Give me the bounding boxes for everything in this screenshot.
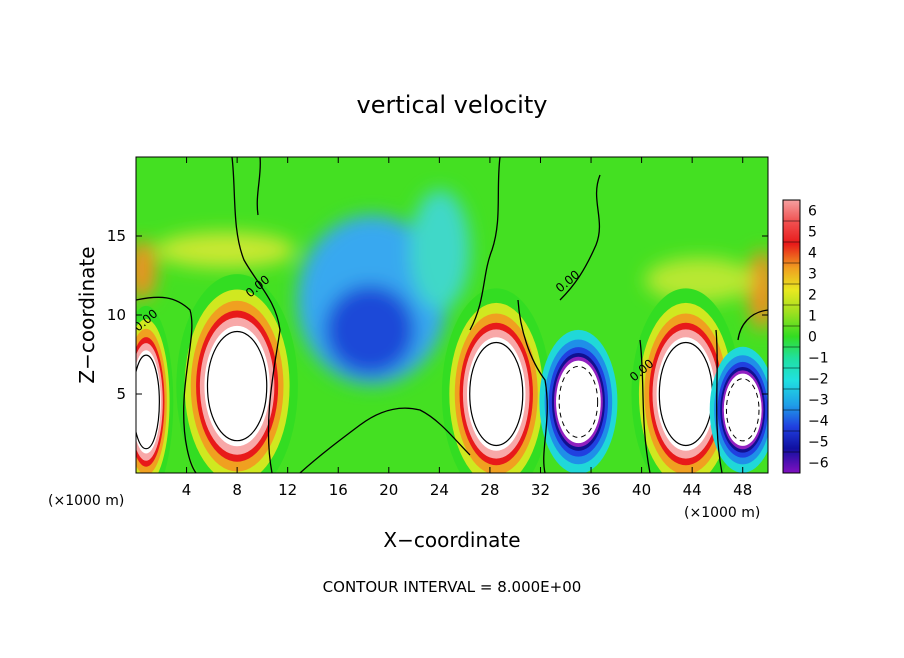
x-tick-label: 28 xyxy=(480,481,499,499)
x-tick-label: 40 xyxy=(632,481,651,499)
colorbar-tick-label: −5 xyxy=(808,435,829,451)
colorbar-tick-label: −1 xyxy=(808,351,829,367)
x-unit-right: (×1000 m) xyxy=(684,505,760,521)
x-axis: 4 8 12 16 20 24 28 32 36 40 44 48 xyxy=(182,157,752,499)
colorbar: 6 5 4 3 2 1 0 −1 −2 −3 −4 −5 −6 xyxy=(782,199,829,474)
updraft-cell xyxy=(176,274,298,473)
colorbar-tick-label: −6 xyxy=(808,456,829,472)
y-tick-label: 15 xyxy=(107,227,126,245)
contour-interval-footer: CONTOUR INTERVAL = 8.000E+00 xyxy=(323,578,582,596)
zero-contour-9 xyxy=(715,329,723,473)
updraft-cell xyxy=(441,288,551,473)
updraft-contour xyxy=(136,354,160,450)
x-tick-label: 36 xyxy=(581,481,600,499)
y-axis: 5 10 15 xyxy=(107,227,768,403)
zero-contour-1 xyxy=(136,296,197,473)
x-tick-label: 16 xyxy=(329,481,348,499)
x-unit-left: (×1000 m) xyxy=(48,493,124,509)
colorbar-tick-label: 3 xyxy=(808,267,817,283)
yellow-band-right xyxy=(645,258,755,302)
cell-ring xyxy=(204,325,270,447)
x-tick-label: 24 xyxy=(430,481,449,499)
colorbar-tick-label: 0 xyxy=(808,330,817,346)
colorbar-labels: 6 5 4 3 2 1 0 −1 −2 −3 −4 −5 −6 xyxy=(783,199,829,472)
colorbar-ramp xyxy=(782,199,801,474)
x-axis-label: X−coordinate xyxy=(383,528,520,552)
colorbar-tick-label: −3 xyxy=(808,393,829,409)
colorbar-tick-label: 5 xyxy=(808,225,817,241)
updraft-cell xyxy=(136,305,174,473)
colorbar-tick-label: 4 xyxy=(808,246,817,262)
x-tick-label: 48 xyxy=(733,481,752,499)
colorbar-tick-label: −2 xyxy=(808,372,829,388)
x-tick-label: 32 xyxy=(531,481,550,499)
y-tick-label: 10 xyxy=(107,306,126,324)
x-tick-label: 20 xyxy=(379,481,398,499)
x-tick-label: 4 xyxy=(182,481,192,499)
x-tick-label: 8 xyxy=(232,481,242,499)
zero-contour-10 xyxy=(737,309,768,341)
cell-ring xyxy=(136,350,161,454)
zero-contour-2 xyxy=(231,157,281,473)
zero-contour-3 xyxy=(256,157,262,216)
cell-ring xyxy=(467,337,526,451)
downdraft-cell xyxy=(539,329,618,473)
zero-contour-6 xyxy=(559,174,601,301)
contour-layer xyxy=(136,157,768,473)
colorbar-tick-label: 6 xyxy=(808,204,817,220)
colorbar-tick-label: 2 xyxy=(808,288,817,304)
cold-region-mid xyxy=(410,190,470,310)
chart-title: vertical velocity xyxy=(357,91,548,119)
cold-region-upper-core xyxy=(325,285,415,375)
yellow-band-left xyxy=(155,232,295,268)
downdraft-cell xyxy=(709,346,768,473)
cell-ring xyxy=(656,337,716,451)
updraft-cell xyxy=(631,288,741,473)
cell-ring xyxy=(556,360,601,444)
field-shading xyxy=(136,190,768,385)
zero-contour-7 xyxy=(517,299,548,473)
warm-right-edge xyxy=(748,250,768,330)
x-tick-label: 12 xyxy=(278,481,297,499)
y-tick-label: 5 xyxy=(116,385,126,403)
colorbar-tick-label: 1 xyxy=(808,309,817,325)
updraft-contour xyxy=(206,330,268,442)
updraft-contour xyxy=(469,341,524,447)
cell-ring xyxy=(723,373,762,446)
colorbar-tick-label: −4 xyxy=(808,414,829,430)
downdraft-contour xyxy=(558,365,599,438)
downdraft-contour xyxy=(725,378,760,442)
x-tick-label: 44 xyxy=(683,481,702,499)
warm-left-edge xyxy=(136,240,156,300)
zero-contour-5 xyxy=(469,157,501,331)
zero-contour-4 xyxy=(299,407,471,473)
y-axis-label: Z−coordinate xyxy=(75,246,99,383)
plot-area: 0.000.00 0.000.00 xyxy=(136,157,768,473)
zero-contour-8 xyxy=(639,339,651,473)
